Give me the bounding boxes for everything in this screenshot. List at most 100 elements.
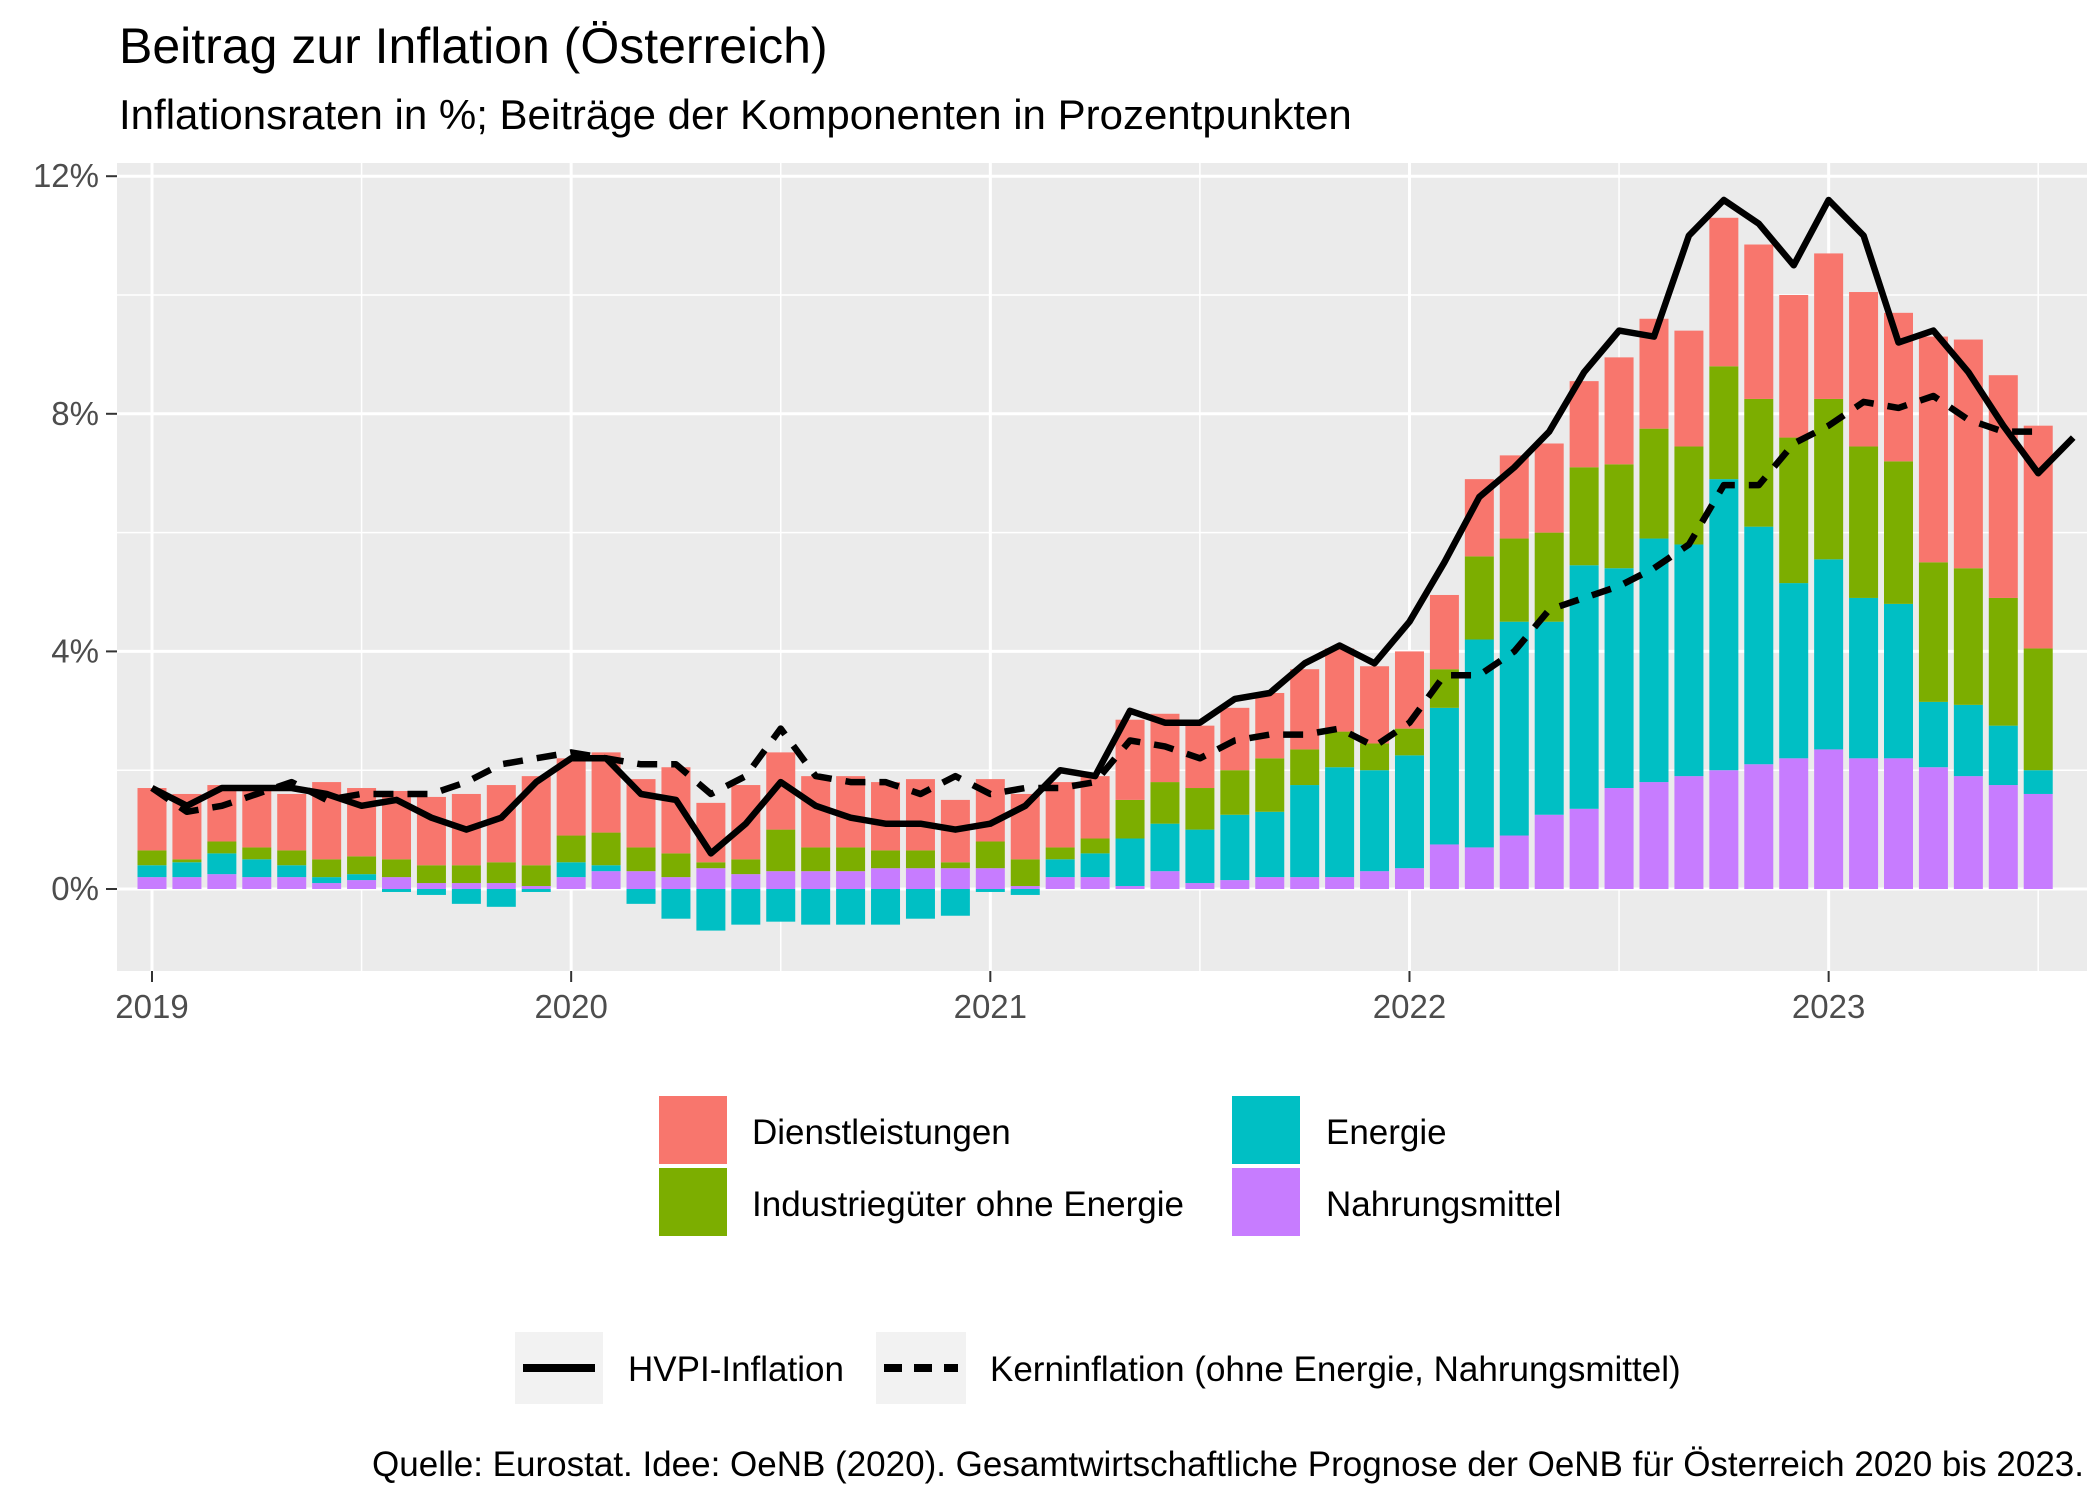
- bar-segment: [1884, 758, 1913, 889]
- bar-segment: [486, 883, 516, 889]
- bar-segment: [1185, 788, 1215, 830]
- bar-segment: [1604, 357, 1634, 465]
- legend-label-industriegueter: Industriegüter ohne Energie: [752, 1185, 1184, 1224]
- bar-segment: [1569, 381, 1599, 468]
- bar-segment: [1150, 871, 1180, 889]
- bar-segment: [137, 877, 167, 889]
- bar-segment: [1220, 814, 1250, 881]
- bar-segment: [1255, 877, 1285, 889]
- bar-segment: [416, 889, 446, 895]
- bar-segment: [1988, 597, 2018, 726]
- bar-segment: [1115, 838, 1145, 887]
- bar-segment: [871, 889, 901, 925]
- legend-lines: HVPI-Inflation Kerninflation (ohne Energ…: [515, 1332, 1681, 1404]
- bar-segment: [451, 889, 481, 904]
- bar-segment: [1394, 868, 1424, 889]
- bar-segment: [1499, 835, 1529, 889]
- bar-segment: [242, 859, 272, 878]
- bar-segment: [661, 889, 691, 919]
- y-tick-label: 8%: [51, 395, 99, 432]
- bar-segment: [1080, 853, 1110, 878]
- bar-segment: [801, 889, 831, 925]
- bar-segment: [382, 859, 412, 878]
- bar-segment: [591, 865, 621, 872]
- bar-segment: [1709, 366, 1739, 480]
- bar-segment: [836, 889, 866, 925]
- bar-segment: [1534, 443, 1564, 533]
- bar-segment: [1429, 707, 1459, 845]
- bar-segment: [1325, 731, 1355, 768]
- bar-segment: [1744, 764, 1774, 889]
- bar-segment: [1010, 859, 1040, 887]
- x-tick-label: 2023: [1792, 988, 1865, 1025]
- bar-segment: [1394, 728, 1424, 756]
- bar-segment: [277, 850, 307, 866]
- legend-label-nahrungsmittel: Nahrungsmittel: [1326, 1185, 1561, 1224]
- bar-segment: [1010, 886, 1040, 889]
- bar-segment: [277, 793, 307, 851]
- legend-swatch-dienstleistungen: [659, 1096, 727, 1164]
- source-caption: Quelle: Eurostat. Idee: OeNB (2020). Ges…: [372, 1445, 2084, 1484]
- bar-segment: [1604, 464, 1634, 569]
- bar-segment: [1953, 568, 1983, 705]
- bar-segment: [1255, 758, 1285, 812]
- bar-segment: [1185, 829, 1215, 884]
- bar-segment: [1918, 336, 1948, 563]
- bar-segment: [1325, 648, 1355, 732]
- bar-segment: [137, 865, 167, 878]
- bar-segment: [1115, 886, 1145, 889]
- bar-segment: [1255, 811, 1285, 878]
- bar-segment: [801, 871, 831, 889]
- bar-segment: [975, 868, 1005, 889]
- legend-swatch-nahrungsmittel: [1232, 1168, 1300, 1236]
- bar-segment: [1080, 838, 1110, 854]
- bar-segment: [1744, 526, 1774, 765]
- bar-segment: [486, 889, 516, 907]
- bar-segment: [871, 782, 901, 851]
- hvpi-line: [150, 196, 2076, 857]
- bar-segment: [1744, 398, 1774, 527]
- bar-segment: [661, 853, 691, 878]
- bar-segment: [1045, 877, 1075, 889]
- bar-segment: [1814, 253, 1844, 399]
- bar-segment: [661, 877, 691, 889]
- bar-segment: [1080, 877, 1110, 889]
- x-tick-label: 2022: [1373, 988, 1446, 1025]
- bar-segment: [1045, 859, 1075, 878]
- bar-segment: [696, 868, 726, 889]
- bar-segment: [905, 889, 935, 919]
- bar-segment: [172, 862, 202, 878]
- x-tick-label: 2019: [115, 988, 188, 1025]
- bar-segment: [1709, 479, 1739, 771]
- bar-segment: [1814, 749, 1844, 889]
- chart-title: Beitrag zur Inflation (Österreich): [119, 18, 828, 74]
- legend-label-dienstleistungen: Dienstleistungen: [752, 1113, 1011, 1152]
- bar-segment: [486, 862, 516, 884]
- bar-segment: [1010, 889, 1040, 895]
- bar-segment: [1779, 437, 1809, 584]
- bar-segment: [1499, 538, 1529, 622]
- legend-label-hvpi: HVPI-Inflation: [628, 1350, 844, 1389]
- bar-segment: [347, 856, 377, 875]
- bar-segment: [2023, 793, 2053, 889]
- bar-segment: [1849, 597, 1879, 759]
- bar-segment: [801, 847, 831, 872]
- y-tick-label: 4%: [51, 632, 99, 669]
- bar-segment: [1534, 814, 1564, 889]
- bar-segment: [1360, 770, 1390, 872]
- bar-segment: [1569, 467, 1599, 566]
- bar-segment: [940, 862, 970, 869]
- bar-segment: [1290, 785, 1320, 878]
- bar-segment: [1849, 758, 1879, 889]
- bar-segment: [626, 779, 656, 848]
- x-tick-label: 2021: [954, 988, 1027, 1025]
- bar-segment: [696, 862, 726, 869]
- legend-swatch-industriegueter: [659, 1168, 727, 1236]
- bar-segment: [940, 868, 970, 889]
- bar-segment: [905, 850, 935, 869]
- bar-segment: [347, 880, 377, 889]
- bar-segment: [836, 871, 866, 889]
- legend-fill: Dienstleistungen Industriegüter ohne Ene…: [659, 1096, 1561, 1236]
- bar-segment: [1639, 782, 1669, 889]
- y-tick-label: 12%: [33, 157, 99, 194]
